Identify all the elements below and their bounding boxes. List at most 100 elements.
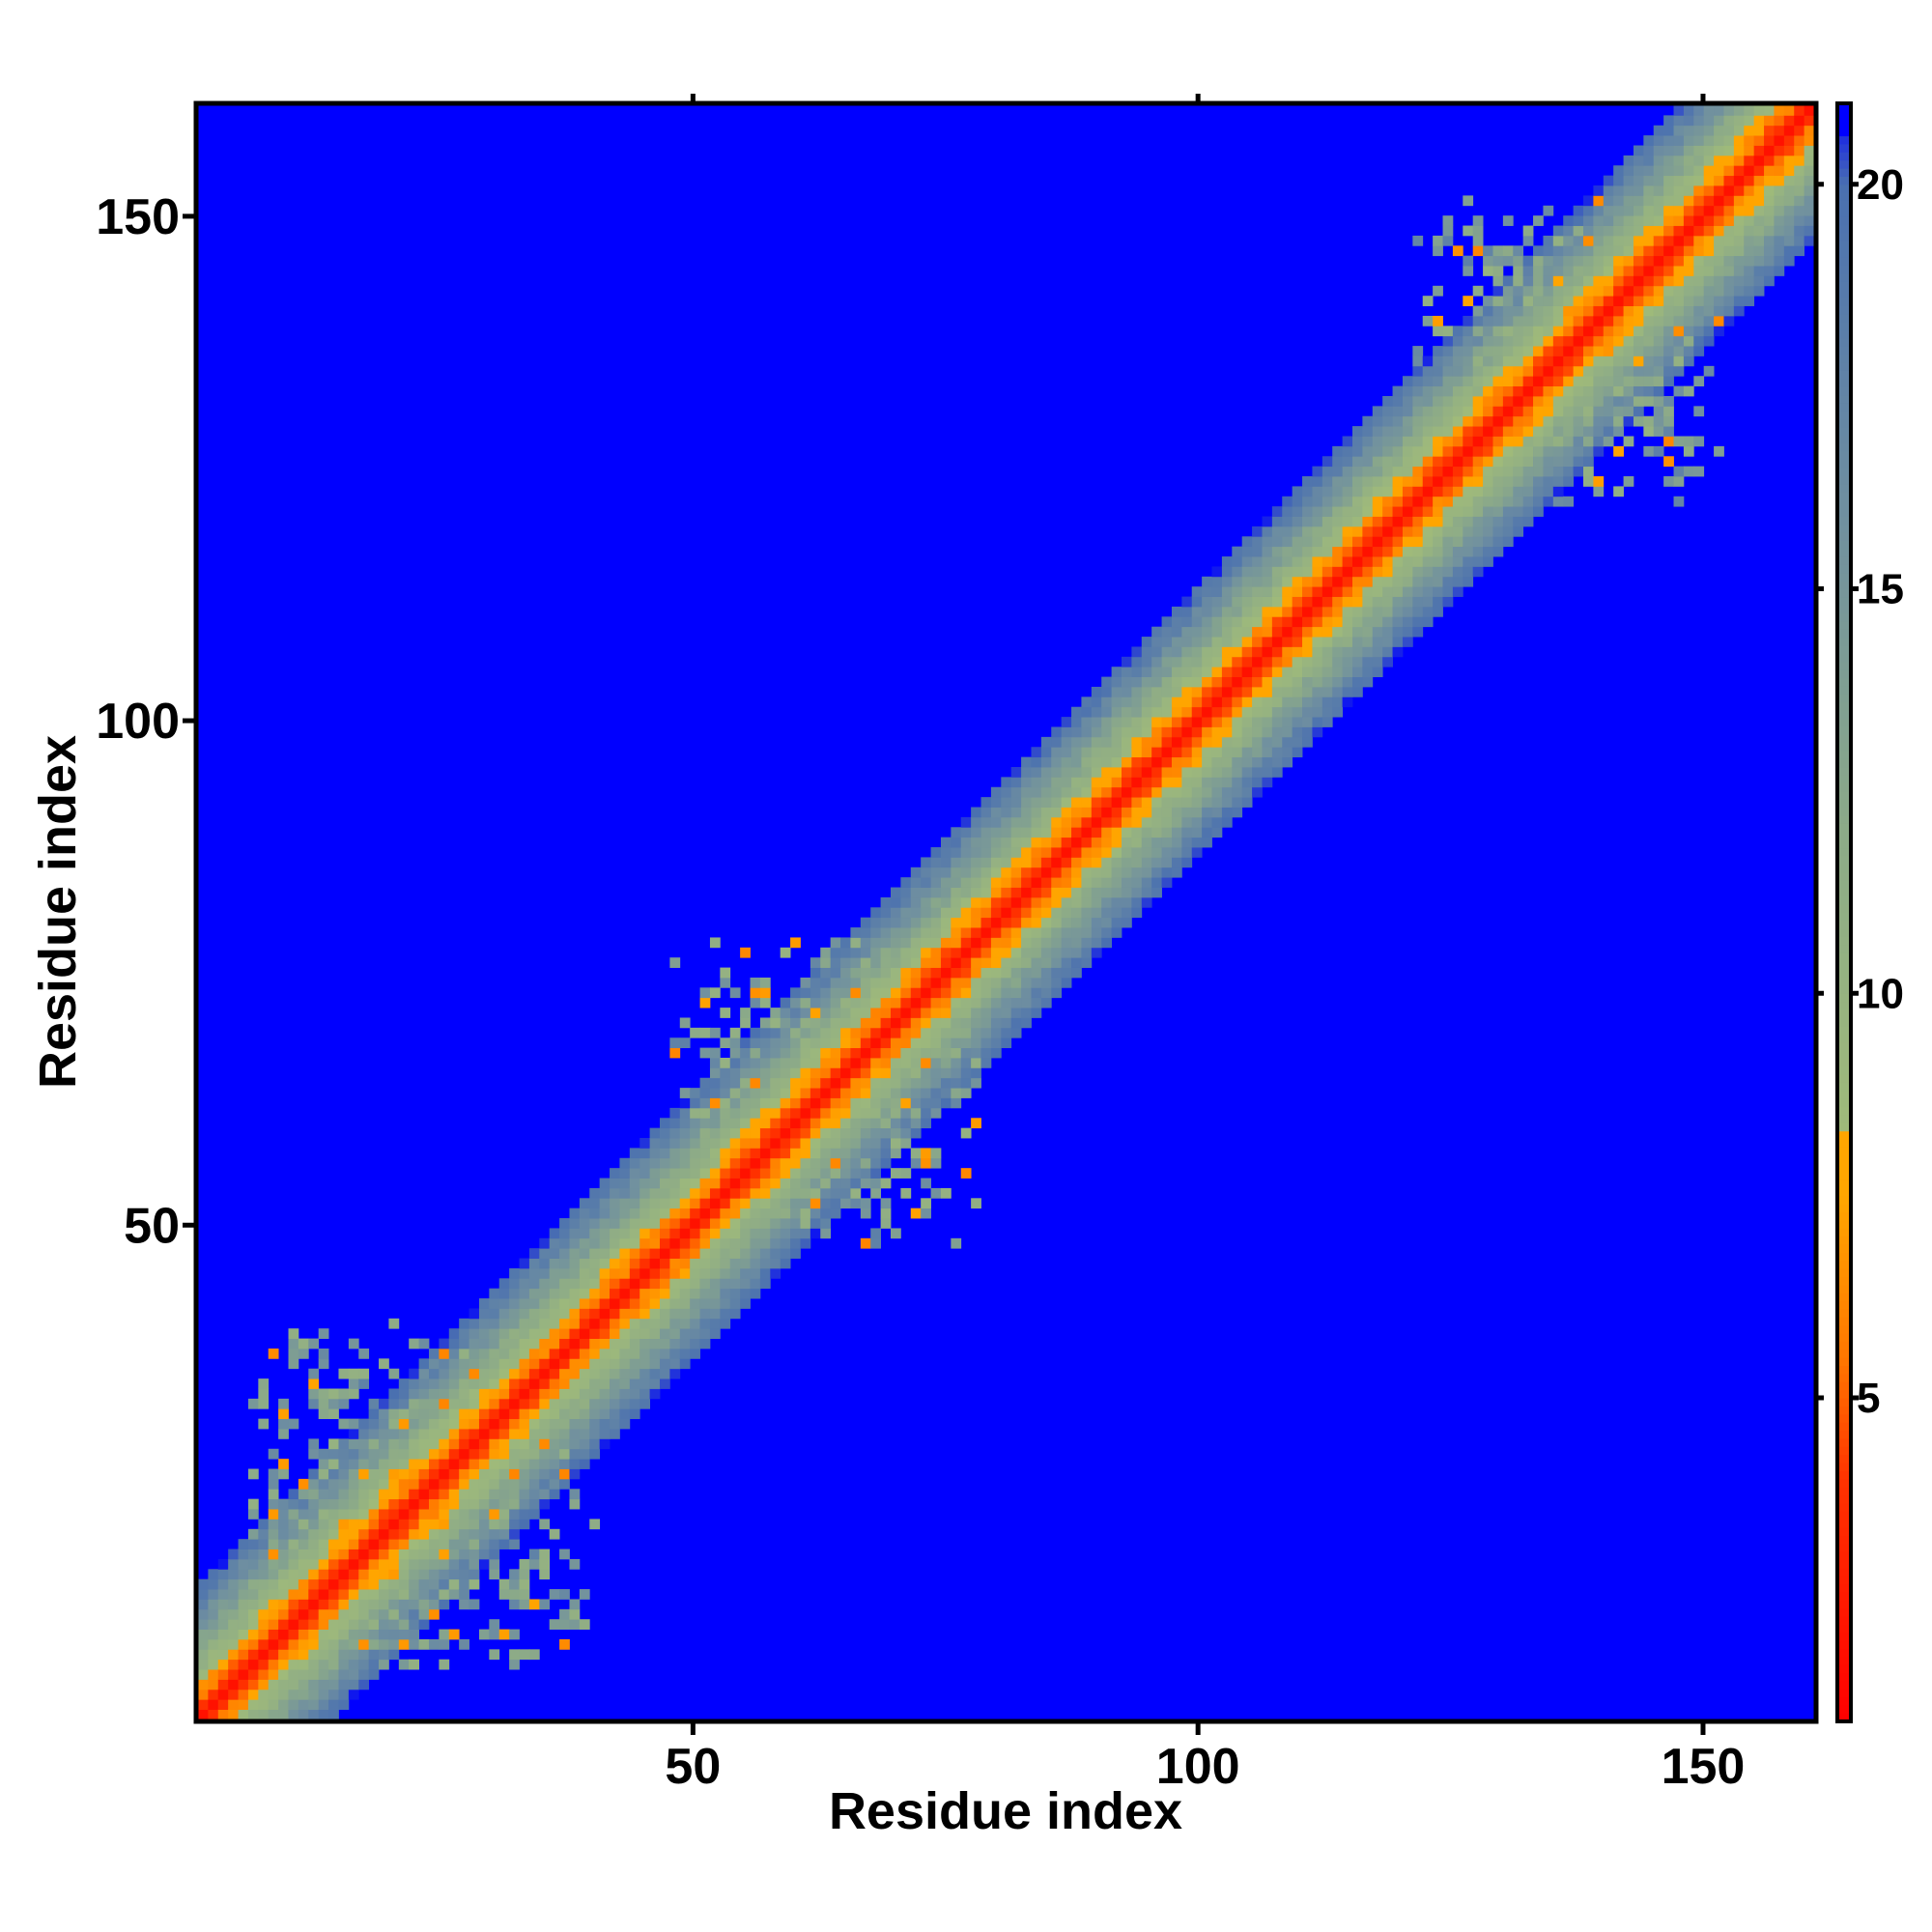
heatmap-cell (1543, 496, 1554, 507)
heatmap-cell (1031, 937, 1042, 949)
heatmap-cell (258, 1709, 270, 1720)
heatmap-cell (780, 1208, 791, 1219)
heatmap-cell (1442, 346, 1454, 356)
heatmap-cell (1412, 476, 1424, 487)
heatmap-cell (579, 1418, 590, 1430)
heatmap-cell (1472, 516, 1484, 527)
heatmap-cell (740, 1118, 751, 1129)
heatmap-cell (1422, 546, 1434, 557)
heatmap-cell (1372, 667, 1383, 677)
heatmap-cell (1653, 426, 1664, 437)
heatmap-cell (1141, 637, 1152, 647)
heatmap-cell (1081, 957, 1093, 968)
heatmap-cell (850, 1037, 862, 1049)
heatmap-cell (599, 1398, 611, 1409)
heatmap-cell (1552, 496, 1564, 507)
heatmap-cell (1673, 245, 1685, 257)
heatmap-cell (720, 1107, 731, 1119)
heatmap-cell (459, 1418, 469, 1430)
heatmap-cell (1764, 255, 1775, 267)
heatmap-cell (971, 997, 981, 1009)
heatmap-cell (589, 1358, 601, 1370)
heatmap-cell (1202, 626, 1212, 638)
heatmap-cell (1362, 456, 1374, 468)
heatmap-cell (528, 1429, 540, 1439)
heatmap-cell (1492, 536, 1504, 548)
heatmap-cell (439, 1589, 450, 1600)
heatmap-cell (660, 1338, 670, 1350)
heatmap-cell (960, 837, 972, 848)
heatmap-cell (528, 1308, 540, 1320)
heatmap-cell (469, 1509, 480, 1520)
heatmap-cell (1412, 506, 1424, 517)
heatmap-cell (1552, 415, 1564, 427)
heatmap-cell (418, 1398, 430, 1409)
heatmap-cell (980, 1047, 992, 1059)
heatmap-cell (1332, 696, 1344, 708)
colorbar-segment (1837, 1470, 1851, 1480)
colorbar-segment (1837, 880, 1851, 889)
heatmap-cell (1492, 436, 1504, 447)
heatmap-cell (308, 1669, 320, 1680)
heatmap-cell (1211, 596, 1223, 608)
heatmap-cell (559, 1589, 570, 1600)
heatmap-cell (1161, 807, 1173, 818)
heatmap-cell (1543, 346, 1554, 356)
heatmap-cell (1031, 777, 1042, 788)
heatmap-cell (1543, 266, 1554, 276)
heatmap-cell (1181, 847, 1193, 858)
heatmap-cell (1342, 546, 1353, 557)
heatmap-cell (1593, 315, 1605, 327)
heatmap-cell (910, 1077, 922, 1089)
heatmap-cell (649, 1228, 661, 1239)
heatmap-cell (971, 857, 981, 868)
heatmap-cell (1051, 816, 1063, 828)
heatmap-cell (880, 1057, 892, 1068)
heatmap-cell (268, 1638, 279, 1650)
heatmap-cell (1191, 676, 1203, 688)
heatmap-cell (810, 1097, 821, 1109)
heatmap-cell (1804, 155, 1815, 166)
heatmap-cell (1040, 977, 1052, 988)
heatmap-cell (1111, 726, 1122, 738)
colorbar-segment (1837, 653, 1851, 663)
heatmap-cell (1271, 596, 1283, 608)
heatmap-cell (690, 1318, 700, 1329)
heatmap-cell (1502, 285, 1514, 297)
heatmap-cell (980, 887, 992, 898)
heatmap-cell (1131, 706, 1143, 718)
heatmap-cell (660, 1278, 670, 1290)
heatmap-cell (1352, 676, 1363, 688)
heatmap-cell (1392, 476, 1404, 487)
heatmap-cell (860, 1127, 871, 1139)
heatmap-cell (1362, 667, 1374, 677)
heatmap-cell (810, 1077, 821, 1089)
heatmap-cell (1211, 646, 1223, 658)
heatmap-cell (1463, 385, 1474, 397)
heatmap-cell (318, 1589, 329, 1600)
colorbar-segment (1837, 1592, 1851, 1601)
colorbar-segment (1837, 298, 1851, 306)
heatmap-cell (1603, 275, 1614, 287)
heatmap-cell (1552, 285, 1564, 297)
heatmap-cell (1352, 616, 1363, 628)
heatmap-cell (1653, 245, 1664, 257)
heatmap-cell (1392, 385, 1404, 397)
heatmap-cell (1794, 225, 1805, 237)
heatmap-cell (629, 1388, 640, 1400)
heatmap-cell (1021, 967, 1032, 979)
heatmap-cell (1794, 165, 1805, 177)
heatmap-cell (910, 1047, 922, 1059)
heatmap-cell (1141, 867, 1152, 878)
heatmap-cell (930, 997, 942, 1009)
heatmap-cell (1161, 777, 1173, 788)
heatmap-cell (1131, 646, 1143, 658)
heatmap-cell (729, 1218, 741, 1229)
heatmap-cell (1171, 626, 1182, 638)
heatmap-cell (1613, 305, 1624, 317)
heatmap-cell (1593, 185, 1605, 196)
heatmap-cell (1603, 335, 1614, 347)
heatmap-cell (1061, 747, 1072, 758)
heatmap-cell (900, 977, 912, 988)
heatmap-cell (388, 1478, 400, 1490)
